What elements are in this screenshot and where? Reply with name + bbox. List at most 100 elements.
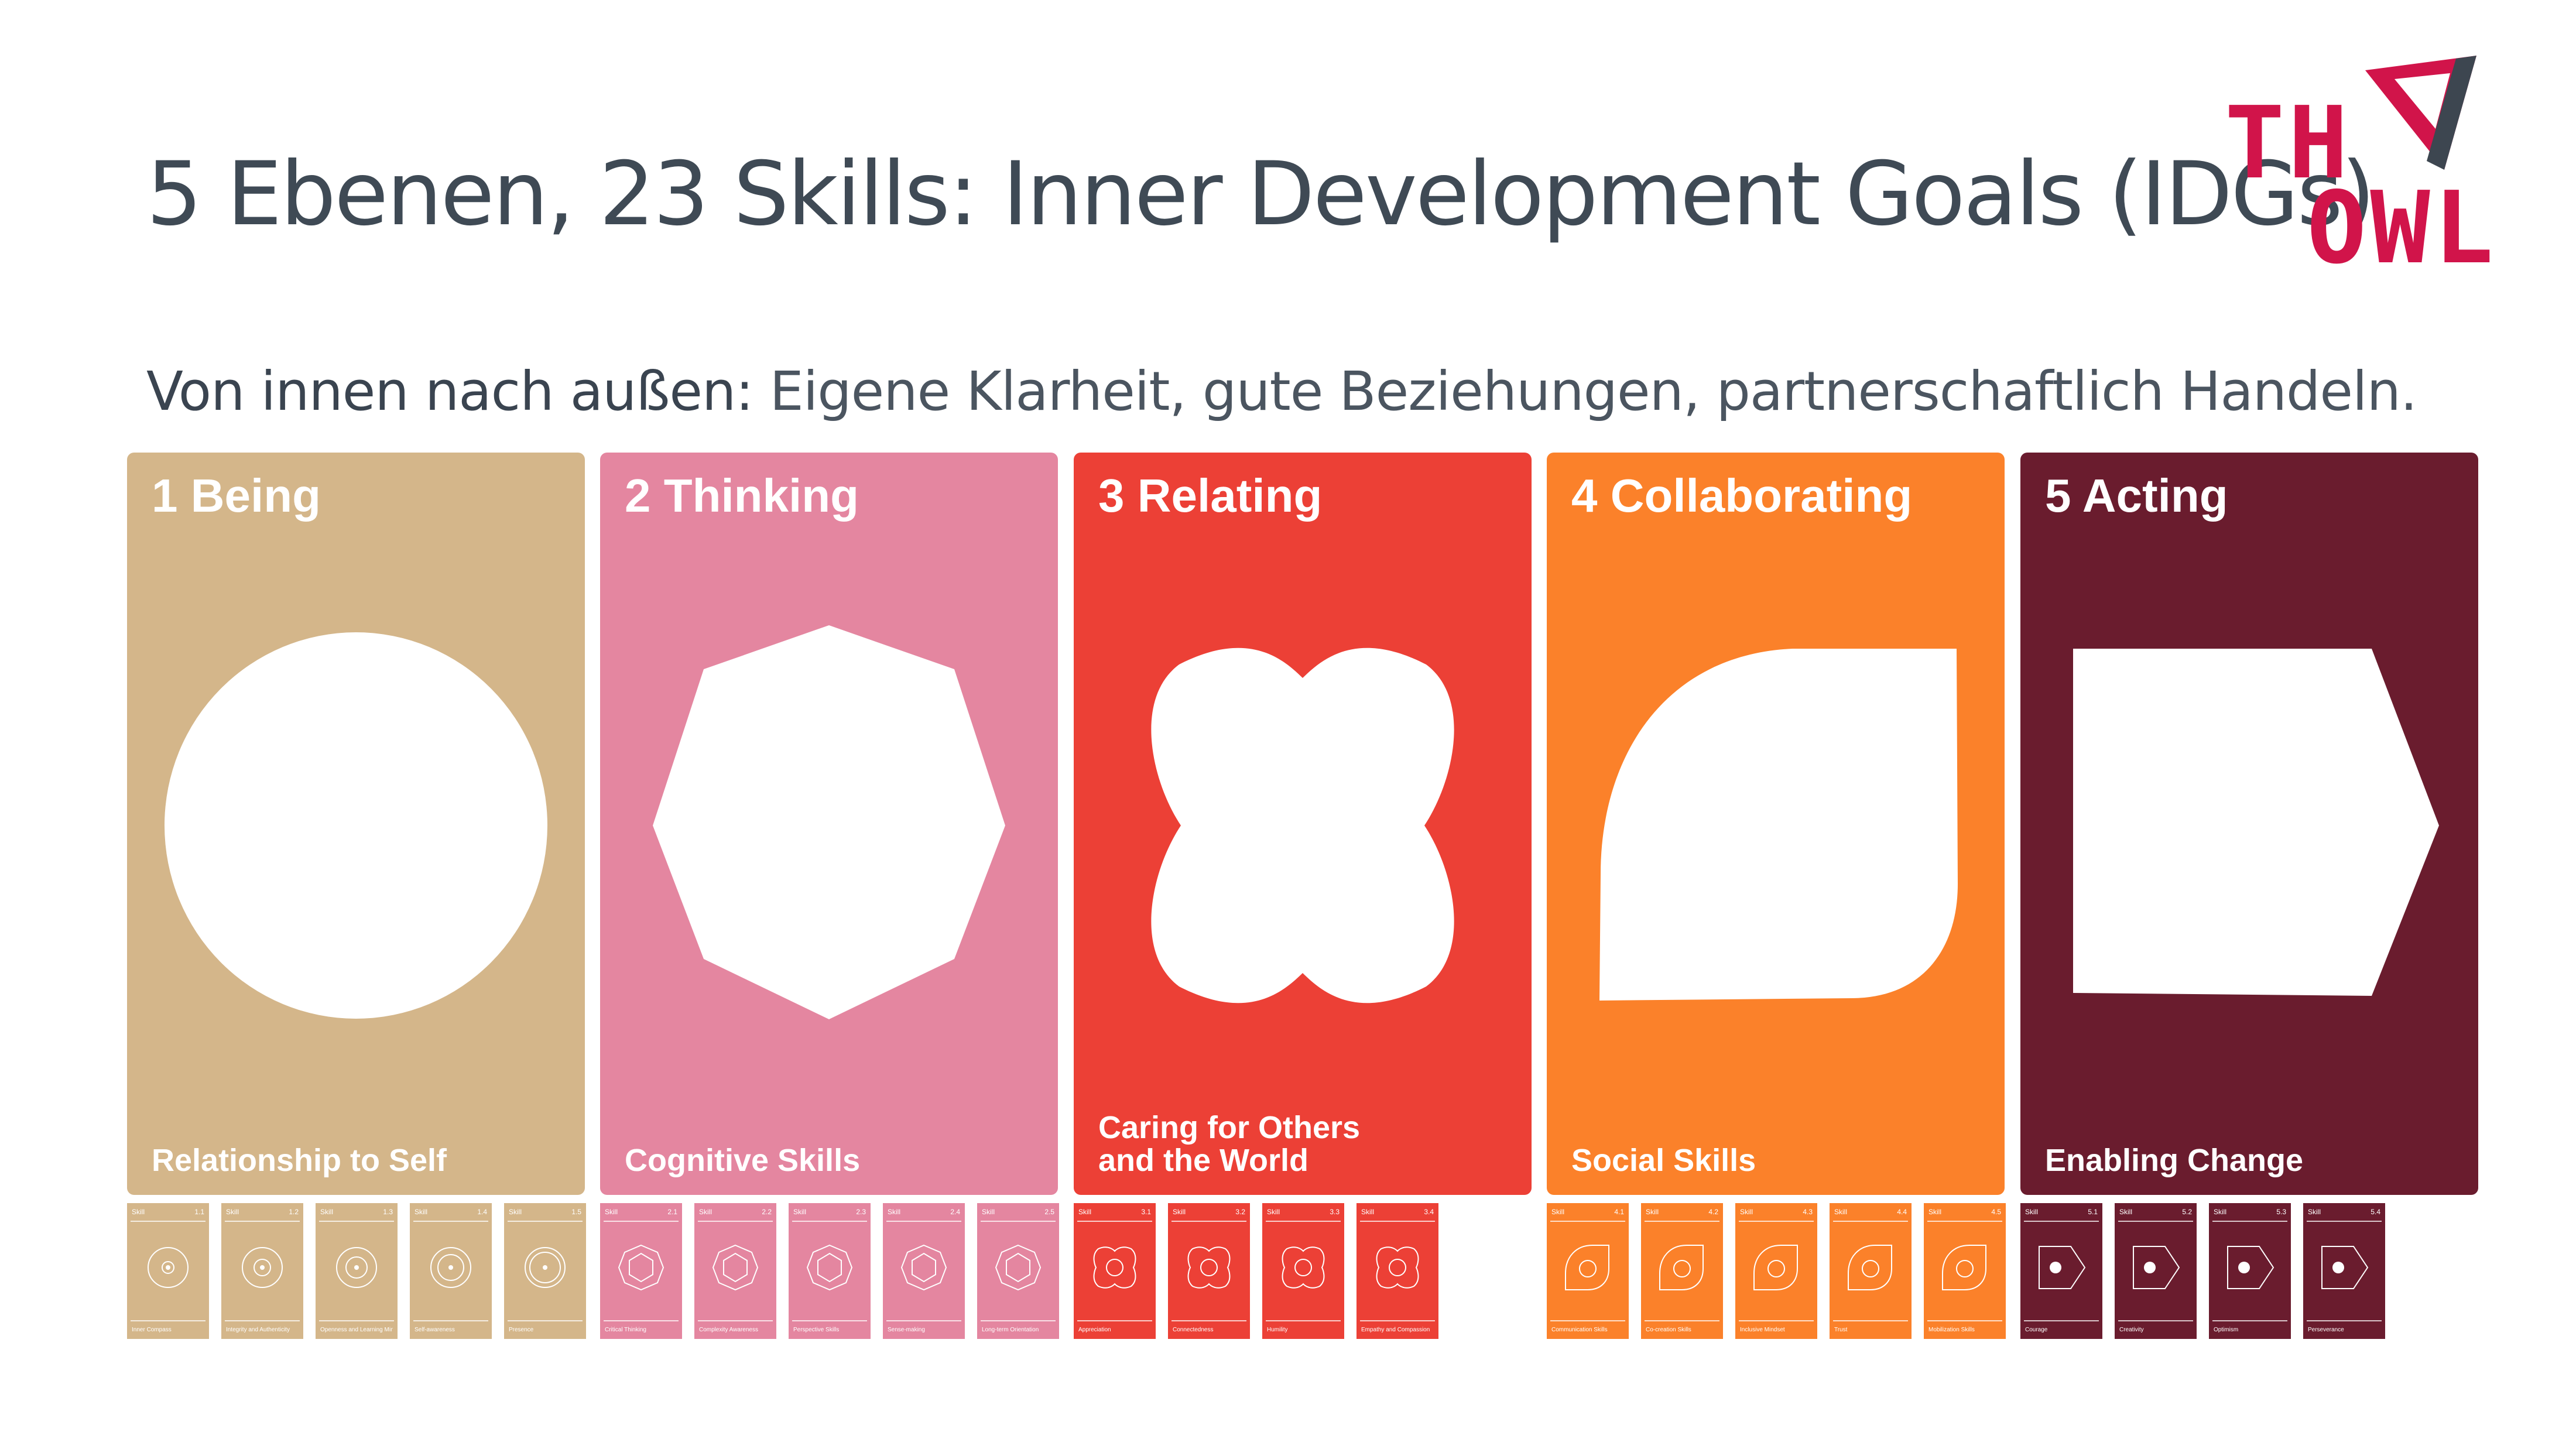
- divider: [1550, 1221, 1625, 1222]
- divider: [131, 1320, 205, 1321]
- skill-glyph-icon: [1376, 1246, 1419, 1289]
- skill-card: Skill 5.3 Optimism: [2209, 1203, 2291, 1339]
- skill-code: 4.5: [1991, 1208, 2001, 1216]
- skill-code: 5.4: [2371, 1208, 2380, 1216]
- skill-label: Integrity and Authenticity: [226, 1327, 290, 1333]
- divider: [698, 1221, 773, 1222]
- skill-label: Perseverance: [2308, 1327, 2344, 1333]
- skill-tag: Skill: [1173, 1208, 1186, 1216]
- skill-code: 3.1: [1141, 1208, 1151, 1216]
- divider: [981, 1320, 1056, 1321]
- skill-card: Skill 3.1 Appreciation: [1074, 1203, 1156, 1339]
- skill-card: Skill 4.4 Trust: [1830, 1203, 1912, 1339]
- skill-label: Openness and Learning Mindset: [320, 1327, 393, 1333]
- skill-label: Sense-making: [888, 1327, 925, 1333]
- divider: [413, 1221, 488, 1222]
- skill-code: 1.2: [289, 1208, 299, 1216]
- skill-card: Skill 4.5 Mobilization Skills: [1924, 1203, 2006, 1339]
- skill-glyph-icon: [1848, 1245, 1892, 1290]
- skill-label: Complexity Awareness: [699, 1327, 758, 1333]
- octagon-shape-icon: [653, 625, 1005, 1019]
- skill-glyph-icon: [2039, 1246, 2086, 1289]
- divider: [131, 1221, 205, 1222]
- skill-tag: Skill: [2119, 1208, 2133, 1216]
- skill-tag: Skill: [605, 1208, 618, 1216]
- skill-card: Skill 2.3 Perspective Skills: [789, 1203, 871, 1339]
- skill-label: Creativity: [2119, 1327, 2144, 1333]
- dimension-title: 5 Acting: [2045, 470, 2228, 522]
- skill-card: Skill 1.4 Self-awareness: [410, 1203, 492, 1339]
- skill-card: Skill 5.1 Courage: [2020, 1203, 2102, 1339]
- divider: [1833, 1320, 1908, 1321]
- skill-tag: Skill: [1928, 1208, 1942, 1216]
- skill-card: Skill 5.4 Perseverance: [2303, 1203, 2385, 1339]
- skill-glyph-icon: [995, 1244, 1042, 1291]
- skill-tag: Skill: [1646, 1208, 1659, 1216]
- divider: [1739, 1320, 1814, 1321]
- skill-glyph-icon: [900, 1244, 947, 1291]
- skill-glyph-icon: [618, 1244, 664, 1291]
- divider: [2212, 1320, 2287, 1321]
- divider: [413, 1320, 488, 1321]
- divider: [1645, 1221, 1719, 1222]
- skill-label: Humility: [1267, 1327, 1288, 1333]
- skill-tag: Skill: [793, 1208, 807, 1216]
- page-subtitle: Von innen nach außen: Eigene Klarheit, g…: [146, 360, 2417, 423]
- skill-card: Skill 1.5 Presence: [504, 1203, 586, 1339]
- skill-code: 2.5: [1044, 1208, 1054, 1216]
- skill-label: Trust: [1834, 1327, 1848, 1333]
- divider: [1266, 1221, 1341, 1222]
- skill-tag: Skill: [1267, 1208, 1280, 1216]
- divider: [1171, 1320, 1246, 1321]
- skill-label: Self-awareness: [415, 1327, 455, 1333]
- divider: [1550, 1320, 1625, 1321]
- divider: [508, 1320, 583, 1321]
- skill-label: Perspective Skills: [793, 1327, 840, 1333]
- divider: [1171, 1221, 1246, 1222]
- skill-code: 3.4: [1424, 1208, 1434, 1216]
- skill-glyph-icon: [1093, 1246, 1136, 1289]
- skill-glyph-icon: [148, 1247, 189, 1288]
- skill-card: Skill 1.3 Openness and Learning Mindset: [316, 1203, 398, 1339]
- divider: [2118, 1320, 2193, 1321]
- skill-tag: Skill: [2308, 1208, 2321, 1216]
- skill-tag: Skill: [2214, 1208, 2227, 1216]
- logo-text-th: TH: [2225, 85, 2352, 201]
- skill-glyph-icon: [336, 1247, 377, 1288]
- dimension-subtitle: Caring for Others and the World: [1098, 1109, 1361, 1179]
- divider: [1360, 1221, 1435, 1222]
- skill-card: Skill 2.1 Critical Thinking: [600, 1203, 682, 1339]
- skill-label: Communication Skills: [1551, 1327, 1608, 1333]
- subtitle-text: Eigene Klarheit, gute Beziehungen, partn…: [753, 360, 2418, 423]
- leaf-shape-icon: [1599, 649, 1958, 1001]
- divider: [698, 1320, 773, 1321]
- skill-code: 5.1: [2088, 1208, 2098, 1216]
- dimension-subtitle: Enabling Change: [2045, 1143, 2304, 1179]
- divider: [1833, 1221, 1908, 1222]
- arrow-shape-icon: [2073, 649, 2439, 996]
- skill-tag: Skill: [1834, 1208, 1848, 1216]
- skill-tag: Skill: [320, 1208, 334, 1216]
- dimension-card-4: 4 Collaborating Social Skills: [1547, 453, 2005, 1195]
- divider: [2024, 1320, 2099, 1321]
- divider: [1739, 1221, 1814, 1222]
- skill-code: 2.2: [762, 1208, 772, 1216]
- dimension-title: 3 Relating: [1098, 470, 1323, 522]
- divider: [225, 1320, 300, 1321]
- divider: [2307, 1320, 2382, 1321]
- skill-code: 3.3: [1330, 1208, 1340, 1216]
- divider: [604, 1320, 679, 1321]
- divider: [1077, 1221, 1152, 1222]
- skill-glyph-icon: [2227, 1246, 2274, 1289]
- skill-label: Presence: [509, 1327, 534, 1333]
- skill-label: Courage: [2025, 1327, 2048, 1333]
- skill-card: Skill 5.2 Creativity: [2115, 1203, 2197, 1339]
- skill-tag: Skill: [1361, 1208, 1375, 1216]
- skill-card: Skill 2.4 Sense-making: [883, 1203, 965, 1339]
- divider: [1266, 1320, 1341, 1321]
- divider: [319, 1221, 394, 1222]
- skill-card: Skill 1.1 Inner Compass: [127, 1203, 209, 1339]
- divider: [2118, 1221, 2193, 1222]
- skill-label: Empathy and Compassion: [1361, 1327, 1430, 1333]
- skill-card: Skill 4.3 Inclusive Mindset: [1735, 1203, 1817, 1339]
